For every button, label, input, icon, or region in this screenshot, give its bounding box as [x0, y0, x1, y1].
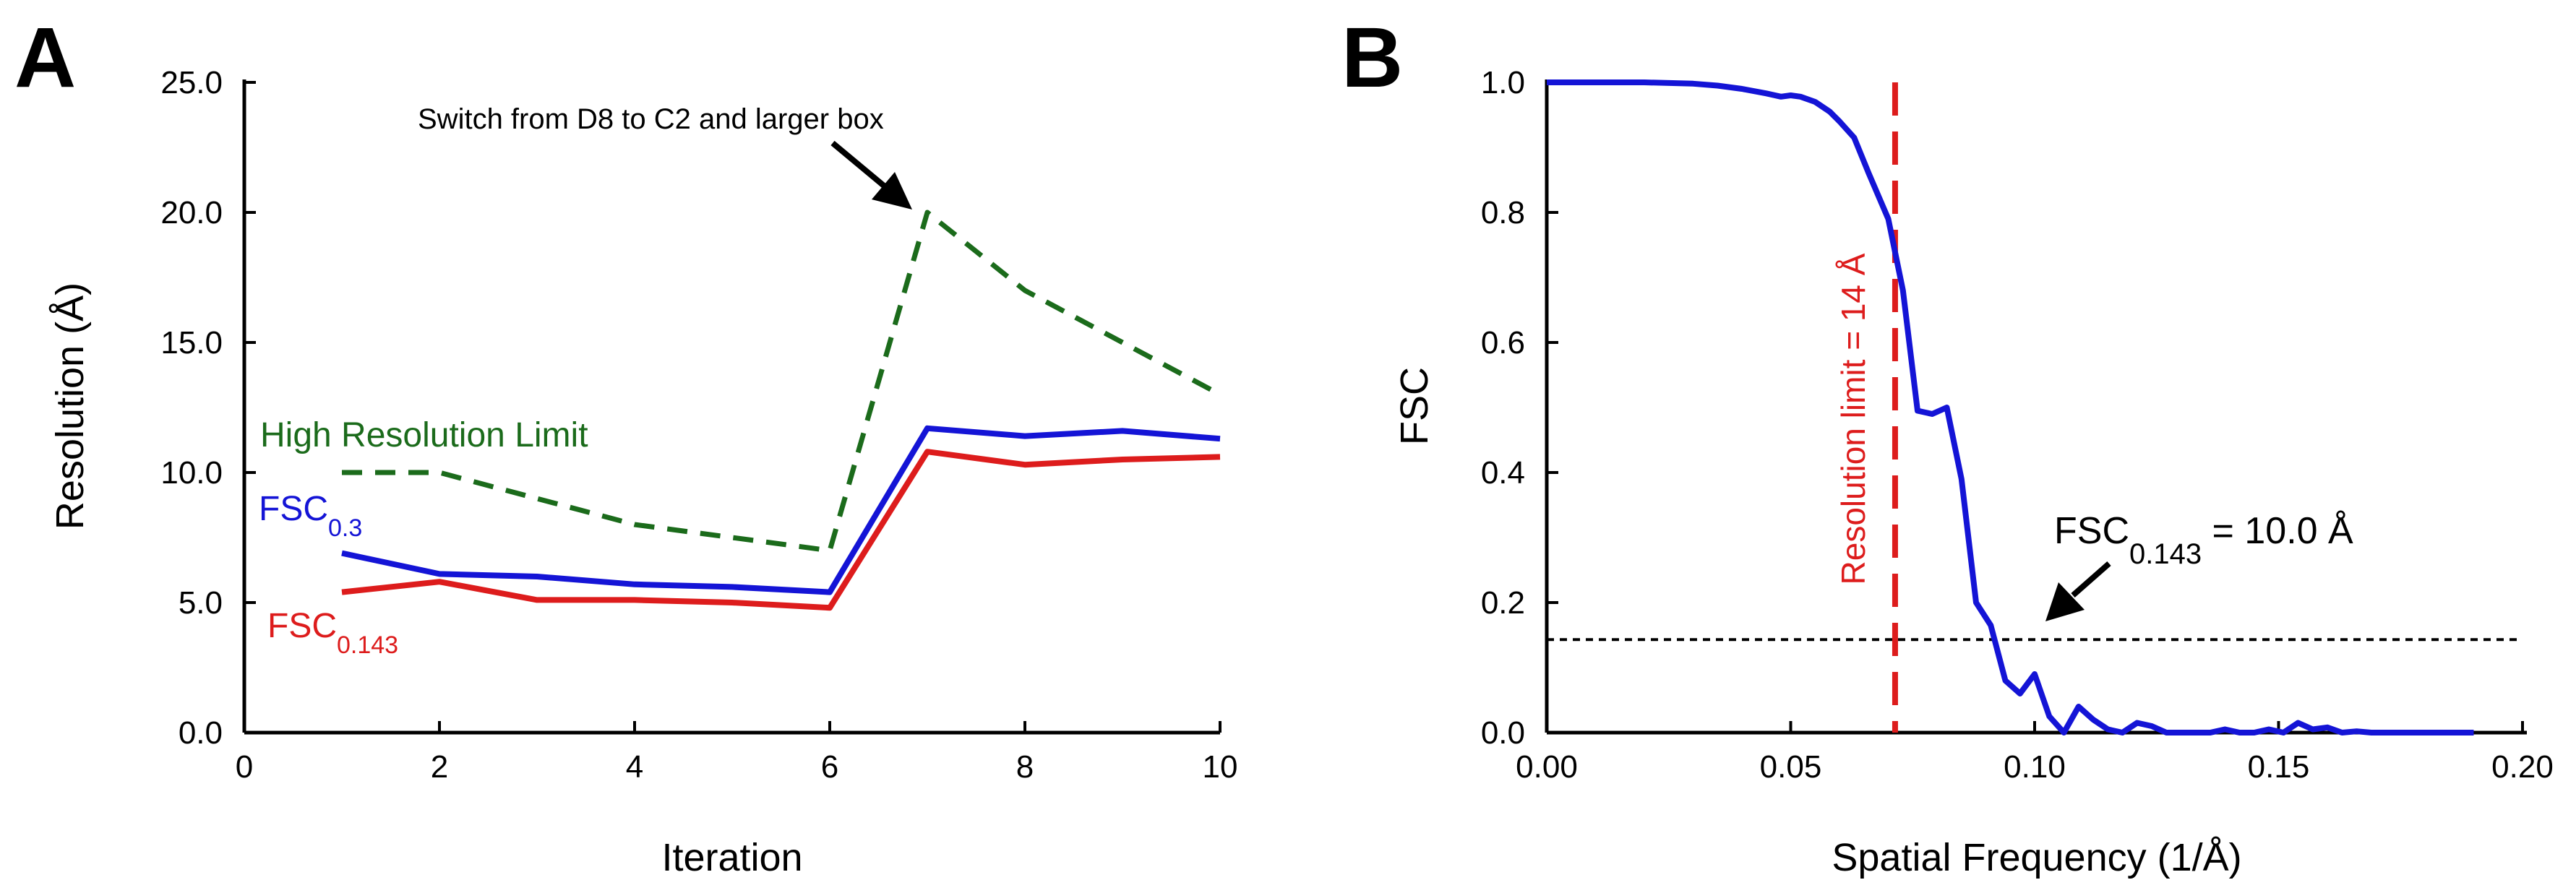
x-tick-label: 2: [431, 749, 448, 785]
series-line-0: [342, 210, 1222, 553]
legend-fsc-0-143-main: FSC: [267, 607, 337, 645]
x-tick-label: 10: [1203, 749, 1238, 785]
y-tick-label: 10.0: [160, 455, 223, 491]
y-tick-label: 25.0: [160, 65, 223, 100]
y-tick-label: 15.0: [160, 325, 223, 361]
legend-fsc-0-3: FSC0.3: [259, 490, 362, 542]
panel-b-annotation-main: FSC: [2054, 510, 2129, 552]
legend-high-resolution-limit: High Resolution Limit: [260, 416, 588, 454]
panel-a-annotation-arrow-shaft: [830, 140, 887, 189]
legend-fsc-0-3-main: FSC: [259, 490, 328, 528]
y-tick-label: 20.0: [160, 195, 223, 230]
y-tick-label: 0.2: [1481, 585, 1525, 621]
x-tick-label: 6: [821, 749, 838, 785]
panel-a-x-ticks: 0 2 4 6 8 10: [236, 721, 1238, 785]
panel-a-y-axis-title: Resolution (Å): [48, 282, 92, 530]
panel-b-x-ticks: 0.00 0.05 0.10 0.15 0.20: [1516, 721, 2554, 785]
legend-fsc-0-143: FSC0.143: [267, 607, 398, 659]
y-tick-label: 0.4: [1481, 455, 1525, 491]
y-tick-label: 5.0: [179, 585, 223, 621]
x-tick-label: 0.10: [2004, 749, 2066, 785]
panel-a-series: [341, 210, 1222, 611]
y-tick-label: 0.0: [179, 715, 223, 751]
x-tick-label: 8: [1016, 749, 1034, 785]
panel-a: A 0 2 4 6 8 10 0.0 5.0 10.0 15.0 20.0 25.0 Iterati…: [14, 10, 1237, 879]
x-tick-label: 0.00: [1516, 749, 1578, 785]
panel-b-series: [1547, 79, 2474, 735]
panel-a-annotation-text: Switch from D8 to C2 and larger box: [418, 103, 884, 135]
panel-a-y-ticks: 0.0 5.0 10.0 15.0 20.0 25.0: [160, 65, 256, 751]
panel-b-x-axis-title: Spatial Frequency (1/Å): [1832, 836, 2241, 879]
series-line-0: [1547, 79, 2474, 735]
panel-b: B 0.00 0.05 0.10 0.15 0.20 0.0 0.2 0.4 0.6 0.8 1.…: [1341, 10, 2554, 879]
panel-b-annotation-arrow-head: [2045, 582, 2085, 621]
legend-fsc-0-3-sub: 0.3: [328, 514, 362, 542]
series-line-1: [341, 425, 1221, 595]
panel-b-letter: B: [1341, 10, 1403, 105]
panel-b-annotation-tail: = 10.0 Å: [2202, 510, 2353, 552]
y-tick-label: 0.0: [1481, 715, 1525, 751]
panel-a-letter: A: [14, 10, 76, 105]
x-tick-label: 0.20: [2491, 749, 2554, 785]
y-tick-label: 0.8: [1481, 195, 1525, 230]
legend-fsc-0-143-sub: 0.143: [337, 631, 398, 659]
panel-b-y-axis-title: FSC: [1393, 367, 1436, 445]
resolution-limit-label: Resolution limit = 14 Å: [1834, 253, 1872, 584]
x-tick-label: 4: [626, 749, 643, 785]
panel-a-x-axis-title: Iteration: [661, 836, 802, 879]
panel-a-annotation-arrow-head: [872, 172, 912, 210]
x-tick-label: 0.05: [1760, 749, 1822, 785]
panel-b-y-ticks: 0.0 0.2 0.4 0.6 0.8 1.0: [1481, 65, 1558, 751]
y-tick-label: 1.0: [1481, 65, 1525, 100]
x-tick-label: 0: [236, 749, 253, 785]
x-tick-label: 0.15: [2248, 749, 2310, 785]
y-tick-label: 0.6: [1481, 325, 1525, 361]
panel-b-annotation-sub: 0.143: [2129, 538, 2202, 570]
panel-b-annotation-arrow-shaft: [2071, 561, 2111, 598]
panel-b-annotation-text: FSC0.143 = 10.0 Å: [2054, 510, 2353, 570]
series-line-2: [341, 449, 1221, 611]
